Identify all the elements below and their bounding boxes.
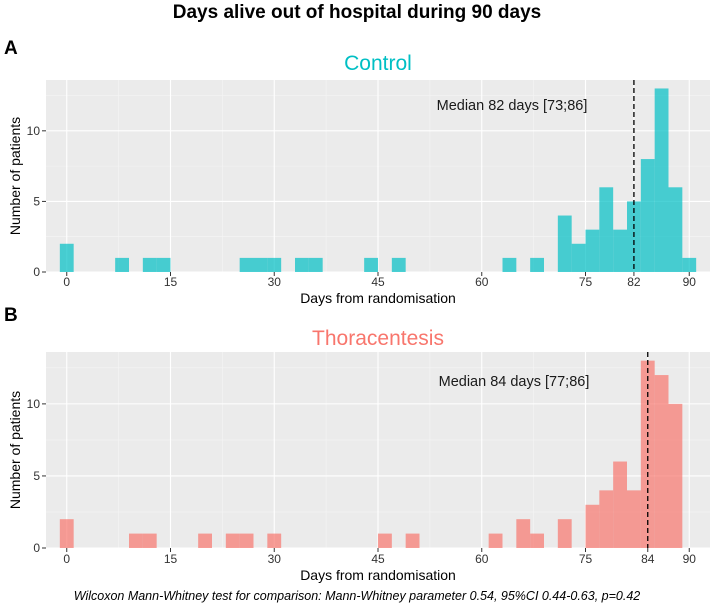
control-bar [613,229,627,272]
thoracentesis-bar [239,533,254,548]
thoracentesis-bar [613,461,627,548]
thoracentesis-y-axis-title: Number of patients [7,391,23,509]
thoracentesis-xtick-label: 90 [683,552,697,566]
control-bar [267,257,282,272]
control-bar [239,257,254,272]
control-bar [142,257,157,272]
control-y-axis-title: Number of patients [7,117,23,235]
thoracentesis-xtick-label: 30 [268,552,282,566]
control-xtick-label: 75 [579,275,593,289]
control-bar [682,257,697,272]
control-ytick-label: 0 [33,265,40,279]
control-xtick-label: 82 [627,275,641,289]
thoracentesis-bar [405,533,420,548]
control-bar [59,243,74,272]
thoracentesis-ytick-label: 5 [33,469,40,483]
thoracentesis-bar [129,533,143,548]
thoracentesis-xtick-label: 0 [63,552,70,566]
control-x-axis-title: Days from randomisation [300,290,456,306]
control-xtick-label: 60 [475,275,489,289]
panel-letter-b: B [4,305,18,326]
thoracentesis-bar [59,519,74,548]
control-bar [668,187,683,272]
thoracentesis-median-annotation: Median 84 days [77;86] [439,374,590,390]
thoracentesis-bar [267,533,282,548]
control-bar [308,257,323,272]
control-bar [557,215,572,272]
thoracentesis-ytick-label: 0 [33,541,40,555]
control-bar [654,88,669,273]
figure-title: Days alive out of hospital during 90 day… [172,2,542,23]
thoracentesis-bar [488,533,503,548]
control-bar [571,243,586,272]
thoracentesis-bar [599,490,614,548]
control-bar [502,257,517,272]
control-xtick-label: 0 [63,275,70,289]
control-xtick-label: 90 [683,275,697,289]
control-bar [599,187,614,272]
thoracentesis-bar [530,533,544,548]
thoracentesis-bar [627,490,641,548]
control-bar [530,257,544,272]
control-bar [253,257,268,272]
thoracentesis-bar [585,504,600,548]
panel-letter-a: A [4,38,18,59]
thoracentesis-bar [557,519,572,548]
thoracentesis-ytick-label: 10 [27,397,41,411]
thoracentesis-bar [142,533,157,548]
control-ytick-label: 5 [33,194,40,208]
thoracentesis-x-axis-title: Days from randomisation [300,567,456,583]
control-bar [585,229,600,272]
control-bar [391,257,406,272]
thoracentesis-bar [225,533,240,548]
panel-a-title: Control [344,52,412,75]
footnote: Wilcoxon Mann-Whitney test for compariso… [73,589,641,603]
thoracentesis-xtick-label: 84 [641,552,655,566]
thoracentesis-bar [378,533,392,548]
control-median-annotation: Median 82 days [73;86] [437,98,588,114]
control-xtick-label: 15 [164,275,178,289]
thoracentesis-xtick-label: 60 [475,552,489,566]
control-ytick-label: 10 [27,124,41,138]
panel-b-title: Thoracentesis [312,327,444,350]
thoracentesis-xtick-label: 15 [164,552,178,566]
thoracentesis-bar [668,403,683,548]
control-bar [364,257,378,272]
control-bar [115,257,129,272]
control-bar [156,257,171,272]
thoracentesis-xtick-label: 45 [371,552,385,566]
thoracentesis-bar [640,360,655,548]
control-bar [295,257,309,272]
control-xtick-label: 45 [371,275,385,289]
control-bar [640,159,655,272]
thoracentesis-xtick-label: 75 [579,552,593,566]
thoracentesis-bar [654,375,669,548]
thoracentesis-bar [516,519,531,548]
thoracentesis-bar [198,533,212,548]
control-xtick-label: 30 [268,275,282,289]
